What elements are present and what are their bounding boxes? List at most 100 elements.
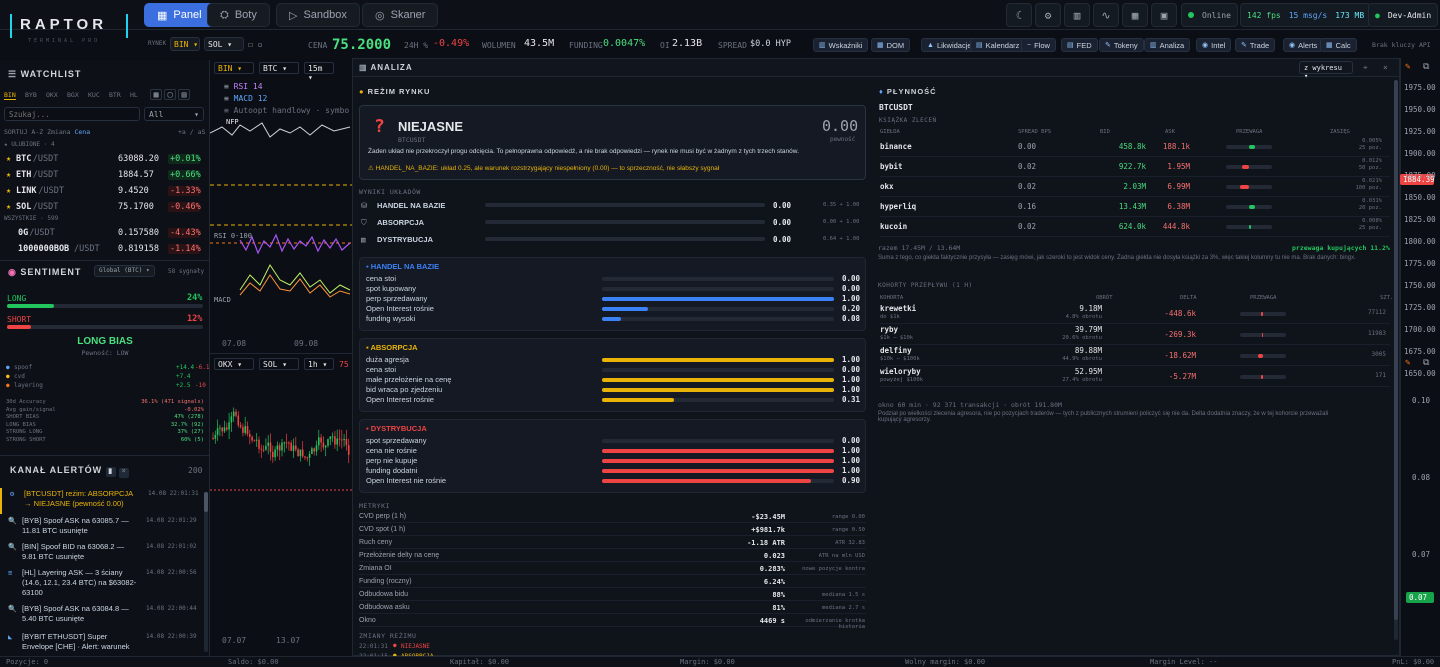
theme-toggle-icon[interactable]: ☾ bbox=[1006, 3, 1032, 27]
exchange-tab-btr[interactable]: BTR bbox=[109, 91, 121, 99]
chip-11[interactable]: ▦ Calc bbox=[1320, 38, 1357, 52]
alert-item[interactable]: ≡ [HL] Layering ASK — 3 ściany (14.6, 12.… bbox=[8, 568, 197, 597]
pencil-icon[interactable]: ✎ bbox=[1405, 62, 1411, 72]
analiza-scrollbar[interactable] bbox=[1394, 80, 1398, 640]
chip-3[interactable]: ▤ Kalendarz bbox=[970, 38, 1026, 52]
criterion-row: Open Interest nie rośnie 0.90 bbox=[366, 476, 861, 485]
chip-2[interactable]: ▲ Likwidacje bbox=[921, 38, 978, 52]
layout-icon[interactable]: ▦ bbox=[1122, 3, 1148, 27]
top-chart-canvas[interactable] bbox=[210, 115, 352, 365]
clear-icon[interactable]: × bbox=[119, 468, 130, 478]
tab-sandbox[interactable]: ▷ Sandbox bbox=[276, 3, 360, 27]
chip-icon: ✎ bbox=[1105, 42, 1111, 49]
orderbook-row: kucoin 0.02 624.0k 444.8k 0.008% 25 poz. bbox=[880, 217, 1390, 237]
star-icon[interactable]: ★ bbox=[6, 186, 12, 196]
chart-symbol-select[interactable]: BTC ▾ bbox=[259, 62, 299, 74]
exchange-tab-byb[interactable]: BYB bbox=[25, 91, 37, 99]
search-input[interactable] bbox=[4, 107, 140, 121]
symbol-select[interactable]: SOL ▾ bbox=[204, 37, 244, 51]
alerts-scrollbar[interactable] bbox=[204, 492, 208, 652]
exchange-tab-hl[interactable]: HL bbox=[130, 91, 138, 99]
group-card: ▪ DYSTRYBUCJA spot sprzedawany 0.00 cena ni… bbox=[359, 419, 866, 493]
bottom-chart-canvas[interactable] bbox=[210, 378, 352, 628]
ind-macd-label[interactable]: ≡ MACD 12 bbox=[224, 94, 268, 103]
chip-7[interactable]: ▥ Analiza bbox=[1144, 38, 1191, 52]
tab-boty[interactable]: ⛭ Boty bbox=[207, 3, 270, 27]
alert-item[interactable]: ◣ [BYBIT ETHUSDT] Super Envelope [CHE] · … bbox=[8, 632, 197, 651]
alert-item[interactable]: ⚙ [BTCUSDT] reżim: ABSORPCJA → NIEJASNE (… bbox=[0, 488, 202, 514]
pattern-icon: ▧ bbox=[361, 235, 366, 244]
criterion-bar bbox=[602, 287, 834, 291]
settings-icon[interactable]: ⚙ bbox=[1035, 3, 1061, 27]
source-select[interactable]: z wykresu ▾ bbox=[1299, 61, 1353, 80]
chip-0[interactable]: ▥ Wskaźniki bbox=[813, 38, 869, 52]
sentiment-scope-select[interactable]: Global (BTC) ▾ bbox=[94, 265, 155, 277]
chip-1[interactable]: ▦ DOM bbox=[871, 38, 911, 52]
table-view-icon[interactable]: ▤ bbox=[178, 89, 190, 100]
chip-5[interactable]: ▤ FED bbox=[1061, 38, 1098, 52]
list-view-icon[interactable]: ▢ bbox=[164, 89, 176, 100]
expand-icon-2[interactable]: ⧉ bbox=[1423, 358, 1430, 368]
wallet-icon[interactable]: ▣ bbox=[1151, 3, 1177, 27]
expand-icon[interactable]: ⧉ bbox=[1423, 62, 1430, 72]
tab-skaner[interactable]: ◎ Skaner bbox=[362, 3, 439, 27]
long-bar bbox=[7, 304, 203, 308]
filter-select[interactable]: All ▾ bbox=[144, 107, 204, 121]
criterion-bar bbox=[602, 479, 834, 483]
watchlist-row[interactable]: 1000000BOB/USDT 0.819158 -1.14% bbox=[18, 244, 201, 254]
watchlist-row[interactable]: 0G/USDT 0.157580 -4.43% bbox=[18, 228, 201, 238]
star-icon[interactable]: ★ bbox=[6, 170, 12, 180]
exchange-tab-bgx[interactable]: BGX bbox=[67, 91, 79, 99]
criterion-row: funding wysoki 0.08 bbox=[366, 314, 861, 323]
star-icon[interactable]: ★ bbox=[6, 202, 12, 212]
bar-chart-icon[interactable]: ▥ bbox=[1064, 3, 1090, 27]
criterion-bar bbox=[602, 469, 834, 473]
chart-timeframe-select[interactable]: 15m ▾ bbox=[304, 62, 334, 82]
watchlist-row[interactable]: ★ LINK/USDT 9.4520 -1.33% bbox=[6, 186, 201, 196]
tab-panel[interactable]: ▦ Panel bbox=[144, 3, 215, 27]
ind-auto-label[interactable]: ≡ Autoopt handlowy · symbol bbox=[224, 106, 349, 115]
compare-checkbox[interactable]: ☐ ▫ bbox=[248, 40, 263, 49]
criterion-bar bbox=[602, 368, 834, 372]
chart2-symbol-select[interactable]: SOL ▾ bbox=[259, 358, 299, 370]
online-status: Online bbox=[1181, 3, 1238, 27]
chip-10[interactable]: ◉ Alerts bbox=[1283, 38, 1324, 52]
pencil-icon-2[interactable]: ✎ bbox=[1405, 358, 1411, 368]
sort-cena[interactable]: Cena bbox=[74, 128, 91, 136]
chip-4[interactable]: ~ Flow bbox=[1021, 38, 1056, 52]
watchlist-row[interactable]: ★ SOL/USDT 75.1700 -0.46% bbox=[6, 202, 201, 212]
orderbook-row: bybit 0.02 922.7k 1.95M 0.012% 50 poz. bbox=[880, 157, 1390, 177]
chart2-timeframe-select[interactable]: 1h ▾ bbox=[304, 358, 334, 370]
exchange-tab-bin[interactable]: BIN bbox=[4, 91, 16, 100]
pin-icon[interactable]: ⌖ bbox=[1363, 63, 1368, 72]
user-menu[interactable]: ● Dev-Admin bbox=[1368, 3, 1439, 27]
alert-item[interactable]: 🔍 [BYB] Spoof ASK na 63085.7 — 11.81 BTC … bbox=[8, 516, 197, 535]
chip-9[interactable]: ✎ Trade bbox=[1235, 38, 1276, 52]
imbalance-bar bbox=[1226, 225, 1272, 229]
exchange-tab-okx[interactable]: OKX bbox=[46, 91, 58, 99]
chart-exchange-select[interactable]: BIN ▾ bbox=[214, 62, 254, 74]
alert-item[interactable]: 🔍 [BYB] Spoof ASK na 63084.8 — 5.40 BTC u… bbox=[8, 604, 197, 623]
exchange-tab-kuc[interactable]: KUC bbox=[88, 91, 100, 99]
alert-type-icon: 🔍 bbox=[8, 543, 17, 551]
close-icon[interactable]: × bbox=[1383, 63, 1388, 72]
pause-icon[interactable]: ▮ bbox=[105, 467, 116, 477]
chip-8[interactable]: ◉ Intel bbox=[1196, 38, 1232, 52]
watchlist-row[interactable]: ★ ETH/USDT 1884.57 +0.66% bbox=[6, 170, 201, 180]
alert-item[interactable]: 🔍 [BIN] Spoof BID na 63068.2 — 9.81 BTC u… bbox=[8, 542, 197, 561]
imbalance-bar bbox=[1226, 165, 1272, 169]
status-bar: Pozycje: 0 Saldo: $0.00 Kapitał: $0.00 M… bbox=[0, 656, 1440, 667]
sort-az[interactable]: A-Z bbox=[31, 128, 44, 136]
ind-rsi-label[interactable]: ≡ RSI 14 bbox=[224, 82, 263, 91]
criterion-row: cena stoi 0.00 bbox=[366, 365, 861, 374]
chip-6[interactable]: ✎ Tokeny bbox=[1099, 38, 1144, 52]
sort-zmiana[interactable]: Zmiana bbox=[47, 128, 71, 136]
exchange-select[interactable]: BIN ▾ bbox=[170, 37, 200, 51]
star-icon[interactable]: ★ bbox=[6, 154, 12, 164]
grid-view-icon[interactable]: ▦ bbox=[150, 89, 162, 100]
watchlist-row[interactable]: ★ BTC/USDT 63088.20 +0.01% bbox=[6, 154, 201, 164]
activity-icon[interactable]: ∿ bbox=[1093, 3, 1119, 27]
chart2-exchange-select[interactable]: OKX ▾ bbox=[214, 358, 254, 370]
chip-icon: ~ bbox=[1027, 41, 1032, 49]
user-dot-icon: ● bbox=[1375, 10, 1380, 20]
